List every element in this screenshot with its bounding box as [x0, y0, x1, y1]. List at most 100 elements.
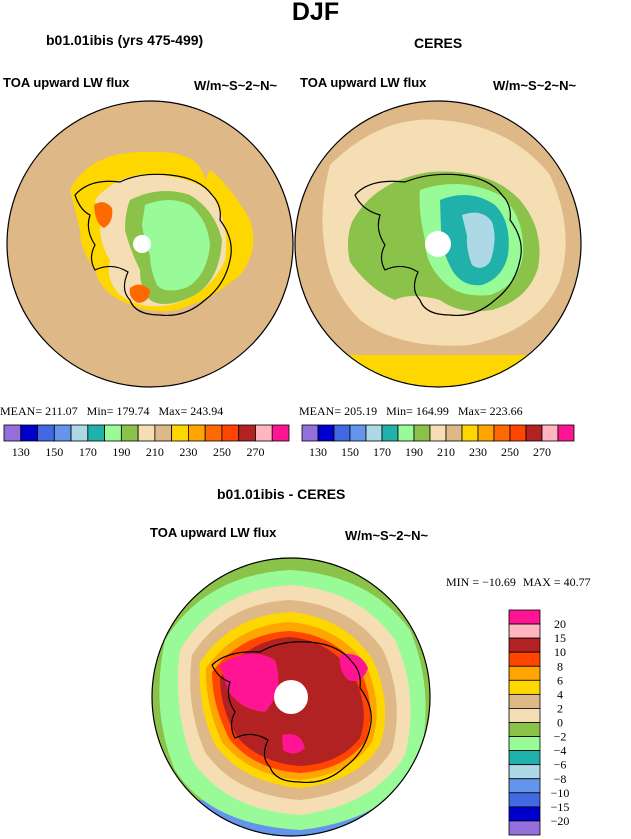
panel3-colorbar-tick-label: −2	[554, 730, 567, 744]
panel2-colorbar-box	[333, 424, 351, 442]
panel3-colorbar-box	[508, 750, 541, 766]
panel1-colorbar-tick-label: 270	[246, 445, 264, 459]
panel2-colorbar-box	[525, 424, 543, 442]
panel3-min-value: −10.69	[482, 575, 516, 589]
panel3-colorbar-box	[508, 778, 541, 794]
panel2-colorbar-tick-label: 210	[437, 445, 455, 459]
panel3-title: b01.01ibis - CERES	[217, 486, 346, 502]
panel1-colorbar-box	[204, 424, 223, 442]
panel2-colorbar-box	[557, 424, 575, 442]
panel2-colorbar-box	[445, 424, 463, 442]
panel2-colorbar-tick-label: 270	[533, 445, 551, 459]
panel3-units: W/m~S~2~N~	[345, 528, 429, 543]
panel3-colorbar-box	[508, 764, 541, 780]
panel1-colorbar-box	[154, 424, 173, 442]
panel1-colorbar-box	[20, 424, 38, 442]
panel1-stats: MEAN= 211.07 Min= 179.74 Max= 243.94	[0, 404, 223, 419]
panel2-pole-hole	[425, 231, 451, 257]
panel2-colorbar-tick-label: 150	[341, 445, 359, 459]
panel2-colorbar-box	[541, 424, 559, 442]
panel1-colorbar-tick-label: 150	[45, 445, 63, 459]
panel2-colorbar-box	[429, 424, 447, 442]
panel3-colorbar-tick-label: −20	[551, 814, 570, 828]
panel1-mean-label: MEAN=	[0, 404, 43, 418]
panel2-stats: MEAN= 205.19 Min= 164.99 Max= 223.66	[299, 404, 523, 419]
panel2-colorbar-tick-label: 130	[309, 445, 327, 459]
panel1-colorbar-box	[171, 424, 189, 442]
panel3-colorbar-box	[508, 679, 541, 695]
panel1-title: b01.01ibis (yrs 475-499)	[46, 32, 204, 48]
panel2-band-230-south	[295, 355, 581, 387]
panel1-colorbar-tick-label: 250	[213, 445, 231, 459]
panel2-coastline	[354, 173, 522, 317]
panel1-colorbar-box	[104, 424, 122, 442]
panel2-colorbar-box	[381, 424, 399, 442]
panel3-spot-20-south	[282, 733, 305, 754]
panel2-max-value: 223.66	[489, 404, 523, 418]
panel1-colorbar-tick-label: 210	[146, 445, 164, 459]
panel3-spot-20-west	[220, 653, 279, 712]
panel1-colorbar-box	[221, 424, 240, 442]
panel3-colorbar-tick-label: −15	[551, 800, 570, 814]
panel1-map-border	[6, 100, 294, 388]
panel1-colorbar-box	[238, 424, 256, 442]
panel2-colorbar-box	[317, 424, 335, 442]
panel3-colorbar-tick-label: 8	[557, 659, 563, 673]
panel1-colorbar-box	[120, 424, 139, 442]
panel3-colorbar-tick-label: 20	[554, 617, 566, 631]
panel3-max-value: 40.77	[563, 575, 591, 589]
panel2-colorbar-box	[413, 424, 431, 442]
panel2-colorbar-tick-label: 250	[501, 445, 519, 459]
panel1-max-value: 243.94	[190, 404, 224, 418]
panel3-colorbar-box	[508, 665, 541, 681]
panel3-colorbar-tick-label: −8	[554, 772, 567, 786]
panel1-colorbar: 130 150 170 190 210 230 250 270	[3, 424, 290, 459]
panel1-pole-hole	[133, 235, 151, 253]
panel1-colorbar-tick-label: 190	[112, 445, 130, 459]
panel2-colorbar-tick-label: 230	[469, 445, 487, 459]
panel2-title: CERES	[414, 35, 463, 51]
panel3-map	[151, 557, 431, 837]
panel3-colorbar-box	[508, 708, 541, 723]
panel1-colorbar-tick-label: 230	[179, 445, 197, 459]
panel2-colorbar-box	[477, 424, 495, 442]
panel3-colorbar-box	[508, 609, 541, 625]
panel2-left-label: TOA upward LW flux	[300, 75, 427, 90]
panel1-colorbar-box	[70, 424, 89, 442]
panel1-colorbar-box	[255, 424, 273, 442]
panel1-left-label: TOA upward LW flux	[3, 75, 130, 90]
panel3-colorbar-tick-label: −4	[554, 744, 567, 758]
panel3-colorbar-box	[508, 806, 541, 822]
panel3-map-border	[151, 557, 431, 837]
panel3-colorbar-tick-label: −10	[551, 786, 570, 800]
panel1-colorbar-box	[137, 424, 156, 442]
panel1-spot-peninsula	[94, 202, 113, 228]
panel3-colorbar-box	[508, 623, 541, 639]
panel2-units: W/m~S~2~N~	[493, 78, 577, 93]
panel1-colorbar-box	[188, 424, 206, 442]
panel3-colorbar-box	[508, 651, 541, 667]
panel2-mean-value: 205.19	[344, 404, 378, 418]
panel3-colorbar-box	[508, 736, 541, 752]
panel1-coastline	[74, 173, 232, 317]
panel3-pole-hole	[274, 680, 308, 714]
panel2-mean-label: MEAN=	[299, 404, 342, 418]
panel2-colorbar-box	[397, 424, 415, 442]
panel3-coastline	[211, 641, 372, 784]
panel3-colorbar-box	[508, 792, 541, 808]
panel2-band-160	[462, 212, 495, 268]
panel2-map	[294, 100, 582, 388]
panel3-colorbar-box	[508, 722, 541, 737]
panel2-colorbar-box	[509, 424, 527, 442]
panel2-colorbar-box	[349, 424, 367, 442]
panel3-colorbar-tick-label: 4	[557, 687, 563, 701]
panel3-colorbar-tick-label: 15	[554, 631, 566, 645]
panel3-colorbar-tick-label: 0	[557, 716, 563, 730]
panel2-map-border	[294, 100, 582, 388]
panel3-colorbar-box	[508, 637, 541, 653]
panel3-colorbar-tick-label: −6	[554, 758, 567, 772]
panel3-stats: MIN = −10.69 MAX = 40.77	[446, 575, 591, 590]
panel3-min-label: MIN =	[446, 575, 480, 589]
